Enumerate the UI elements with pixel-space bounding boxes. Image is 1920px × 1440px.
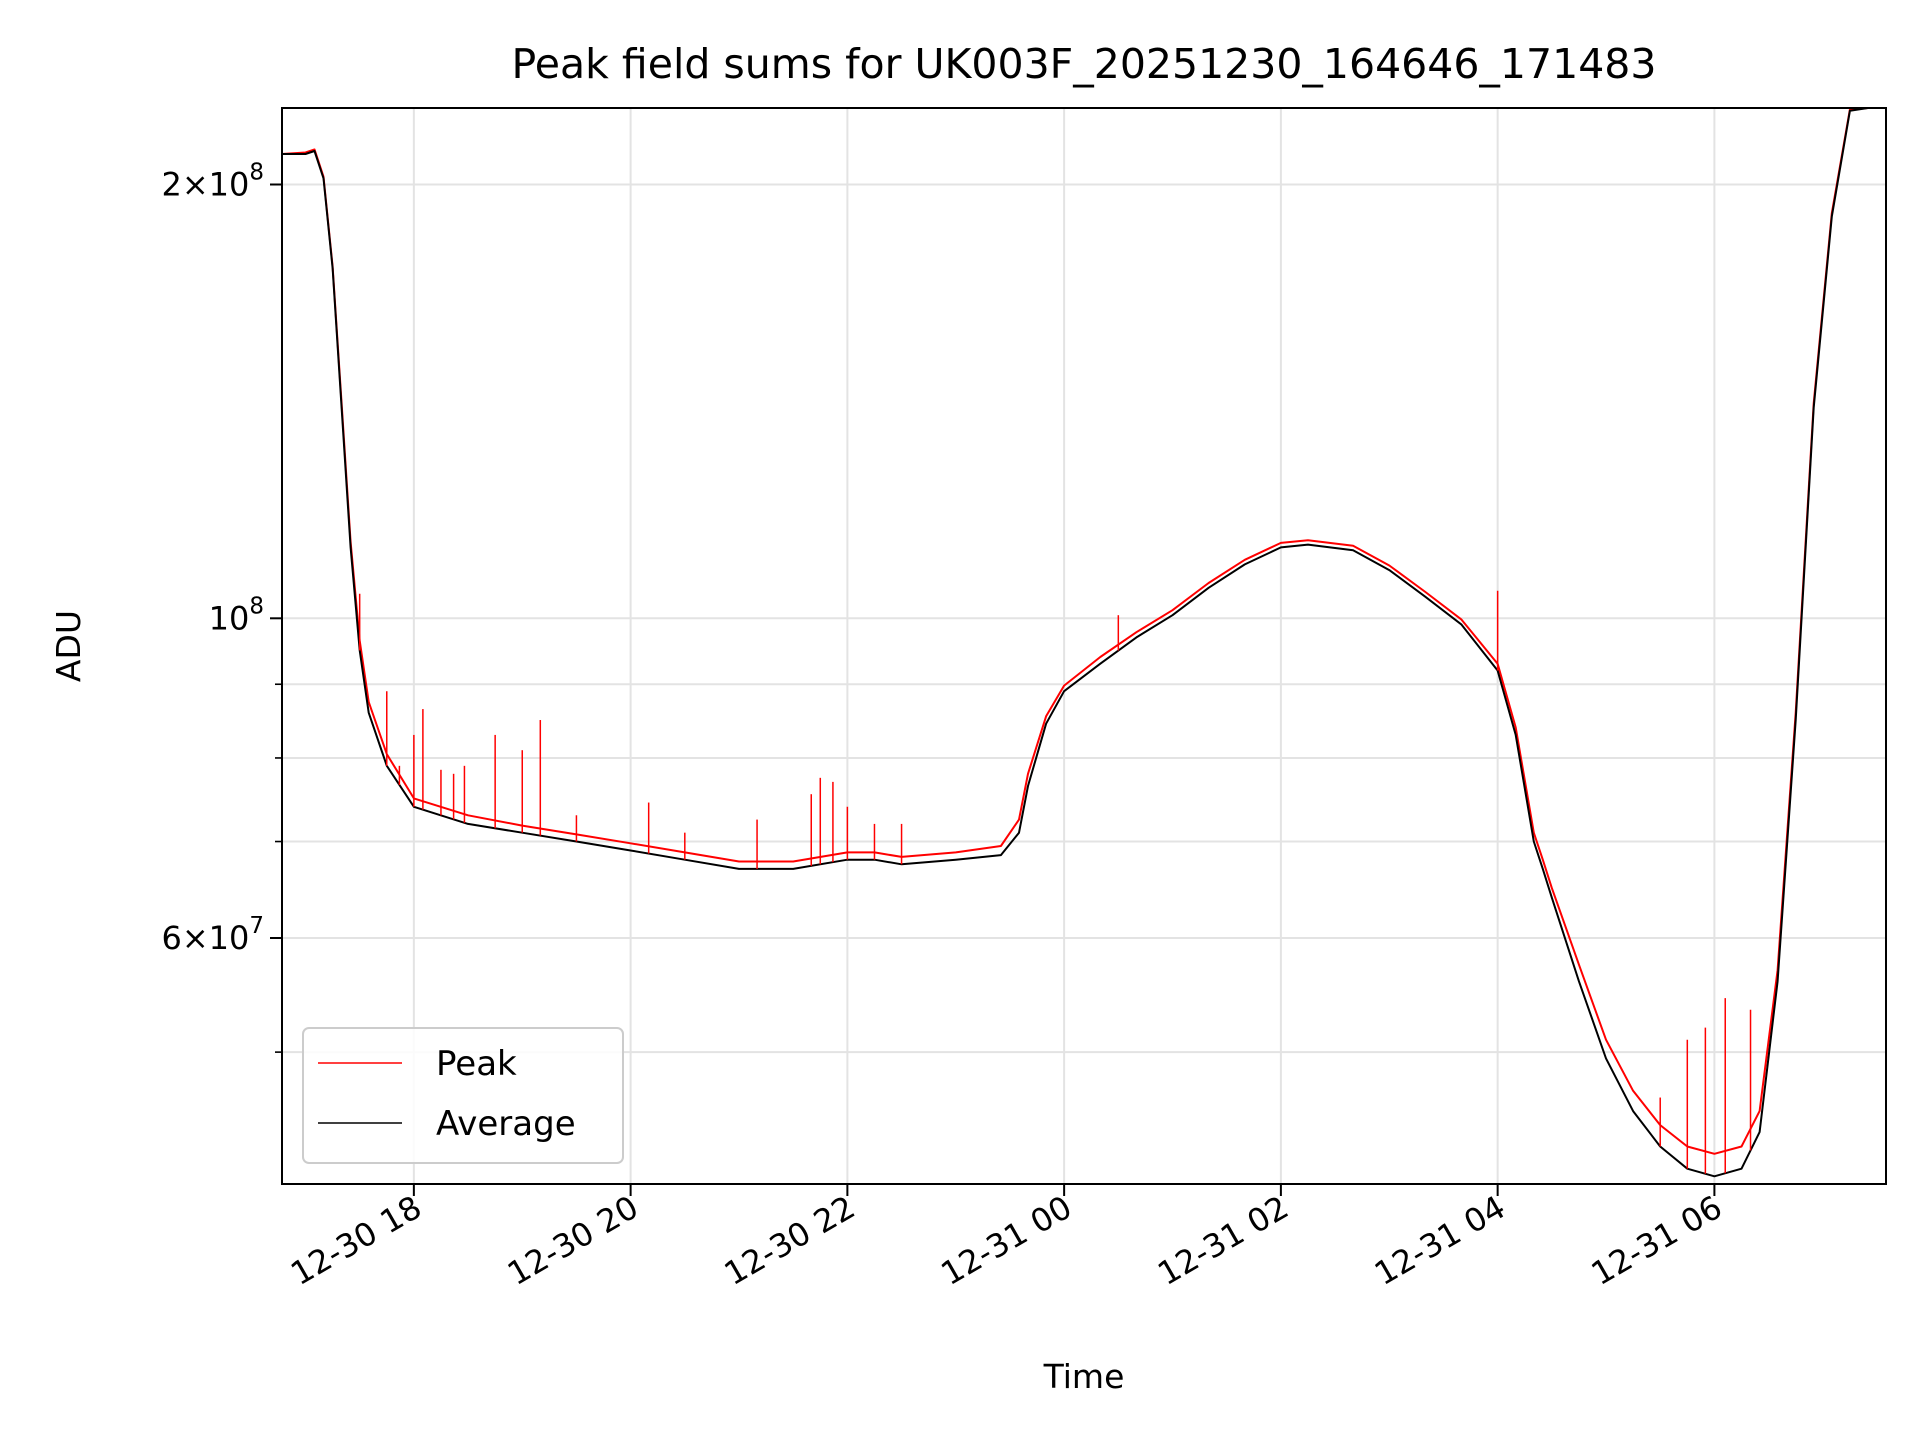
legend-label-peak: Peak [436,1044,517,1084]
y-tick-label-base: 10 [209,599,250,637]
legend-box [302,1027,624,1164]
series-line-average [282,107,1886,1178]
y-tick-label: 108 [209,593,264,637]
series-line-peak [281,107,1886,1155]
y-tick-label-exponent: 8 [249,593,264,619]
legend: Peak Average [302,1027,624,1164]
plot-frame [281,107,1887,1185]
y-tick-label-base: 6×10 [161,919,249,957]
chart-title: Peak field sums for UK003F_20251230_1646… [512,40,1657,88]
y-tick-label: 6×107 [161,913,264,957]
y-tick-label: 2×108 [161,159,264,203]
y-tick-label-base: 2×10 [161,165,249,203]
y-tick-label-exponent: 7 [249,913,264,939]
y-axis-label: ADU [49,610,88,682]
x-axis-label: Time [1043,1357,1125,1396]
legend-label-average: Average [436,1104,576,1144]
series-layer [281,107,1886,1178]
y-tick-label-exponent: 8 [249,159,264,185]
